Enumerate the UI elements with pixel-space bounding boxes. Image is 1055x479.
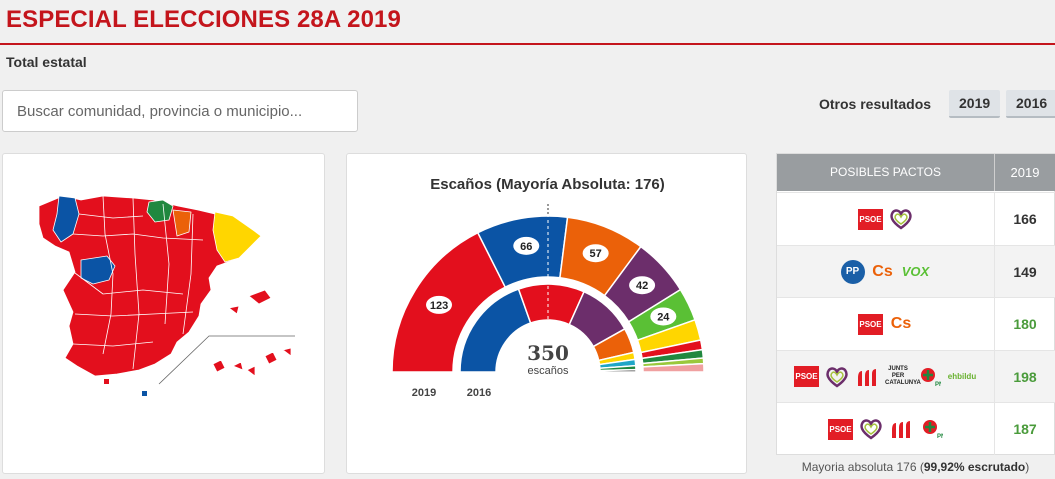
- seats-2019-label-bg-up: [629, 276, 656, 295]
- total-seats: 350: [527, 341, 569, 365]
- pact-row[interactable]: PSOE PNV 187: [777, 402, 1055, 455]
- region-pnv-basque: [146, 199, 174, 223]
- pp-logo: PP: [840, 259, 865, 284]
- vox-logo: VOX: [901, 263, 930, 279]
- majority-footnote: Mayoria absoluta 176 (99,92% escrutado): [776, 460, 1055, 474]
- region-canarias: [212, 347, 292, 377]
- pacts-table: POSIBLES PACTOS 2019 PSOE 166 PP Cs VOX 149 PS…: [776, 153, 1055, 455]
- pact-seats: 198: [1013, 368, 1037, 385]
- pact-parties: PSOE PNV: [777, 403, 995, 455]
- seats-2019-seat-label-psoe: 123: [430, 300, 448, 312]
- up-logo: [859, 418, 883, 440]
- pact-seats: 149: [1013, 263, 1037, 280]
- region-balearic: [248, 289, 272, 305]
- pacts-header: POSIBLES PACTOS 2019: [777, 154, 1055, 191]
- seats-2019-label-bg-pp: [513, 236, 540, 255]
- pact-seats: 166: [1013, 211, 1037, 227]
- region-erc-catalonia: [212, 211, 262, 263]
- up-logo: [825, 366, 849, 388]
- erc-logo: [889, 418, 913, 440]
- map-card: [2, 153, 325, 474]
- pnv-logo: PNV: [919, 418, 949, 440]
- melilla-marker: [142, 391, 147, 396]
- canarias-divider: [158, 335, 295, 385]
- region-balearic-small: [228, 305, 240, 315]
- region-pp-galicia: [52, 195, 80, 243]
- search-input[interactable]: [2, 90, 358, 132]
- ring-label-2019: 2019: [412, 387, 436, 399]
- seats-chart-title: Escaños (Mayoría Absoluta: 176): [430, 176, 665, 193]
- pacts-header-year: 2019: [1010, 165, 1040, 180]
- footnote-suffix: ): [1025, 460, 1030, 474]
- seats-2019-seat-label-vox: 24: [657, 311, 670, 323]
- pact-row[interactable]: PP Cs VOX 149: [777, 244, 1055, 298]
- svg-text:PNV: PNV: [937, 434, 943, 440]
- svg-text:PNV: PNV: [935, 382, 941, 388]
- region-cs-aragon: [172, 209, 192, 237]
- total-seats-label: escaños: [528, 365, 569, 377]
- pact-parties: PP Cs VOX: [777, 245, 995, 298]
- jxcat-logo: JUNTS PER CATALUNYA: [885, 365, 921, 386]
- pacts-header-label: POSIBLES PACTOS: [777, 154, 995, 191]
- ceuta-marker: [104, 379, 109, 384]
- seats-2019-label-bg-psoe: [426, 295, 453, 314]
- pact-parties: PSOE: [777, 193, 995, 245]
- page-header: ESPECIAL ELECCIONES 28A 2019: [0, 0, 1055, 45]
- psoe-logo: PSOE: [828, 418, 853, 440]
- seats-card: Escaños (Mayoría Absoluta: 176) 123 66 57 4…: [346, 153, 747, 474]
- year-2016-button[interactable]: 2016: [1006, 90, 1055, 118]
- seats-2019-seat-label-up: 42: [636, 280, 648, 292]
- pact-row[interactable]: PSOE 166: [777, 192, 1055, 245]
- cs-logo: Cs: [890, 315, 912, 332]
- seats-2016-arc-otros[interactable]: [599, 368, 637, 373]
- pact-parties: PSOE JUNTS PER CATALUNYA PNV ehbildu: [777, 350, 995, 403]
- ring-label-2016: 2016: [467, 387, 491, 399]
- seats-2019-arc-otros[interactable]: [642, 362, 705, 373]
- psoe-logo: PSOE: [858, 208, 883, 230]
- page-title: ESPECIAL ELECCIONES 28A 2019: [6, 6, 401, 33]
- up-logo: [889, 208, 913, 230]
- footnote-scrutiny: 99,92% escrutado: [923, 460, 1026, 474]
- pact-row[interactable]: PSOE JUNTS PER CATALUNYA PNV ehbildu 198: [777, 349, 1055, 403]
- psoe-logo: PSOE: [794, 366, 819, 387]
- seats-2019-label-bg-cs: [582, 244, 609, 263]
- seats-2019-seat-label-cs: 57: [590, 248, 602, 260]
- cs-logo: Cs: [872, 262, 893, 280]
- footnote-prefix: Mayoria absoluta 176 (: [801, 460, 924, 474]
- seats-2019-seat-label-pp: 66: [520, 241, 532, 253]
- erc-logo: [855, 366, 879, 388]
- year-2019-button[interactable]: 2019: [949, 90, 1001, 118]
- pnv-logo: PNV: [917, 366, 947, 388]
- pact-seats: 180: [1013, 316, 1037, 332]
- bildu-logo: ehbildu: [947, 371, 977, 381]
- scope-label: Total estatal: [6, 54, 87, 70]
- other-results-label: Otros resultados: [819, 96, 932, 112]
- pact-row[interactable]: PSOE Cs 180: [777, 297, 1055, 350]
- peninsula-region: [38, 195, 262, 377]
- psoe-logo: PSOE: [858, 313, 883, 335]
- pact-parties: PSOE Cs: [777, 298, 995, 350]
- spain-results-map[interactable]: [3, 154, 326, 475]
- seats-2019-label-bg-vox: [650, 307, 677, 326]
- pact-seats: 187: [1013, 421, 1037, 437]
